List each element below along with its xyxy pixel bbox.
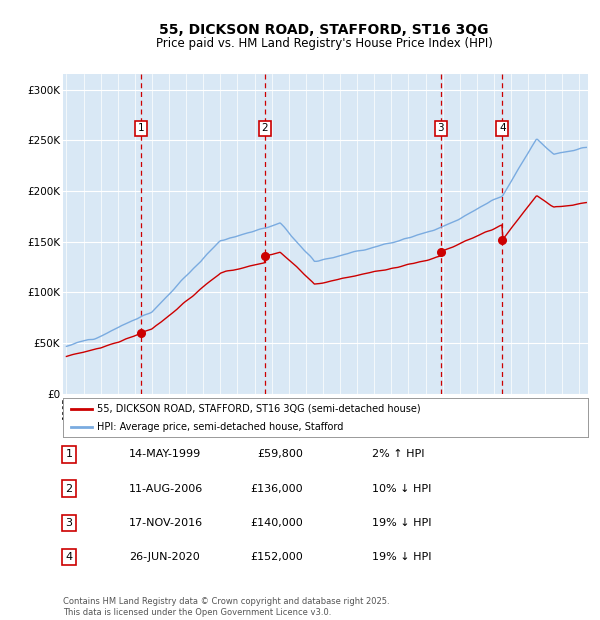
Text: 2: 2 xyxy=(65,484,73,494)
Text: 3: 3 xyxy=(65,518,73,528)
Text: 4: 4 xyxy=(65,552,73,562)
Text: 2% ↑ HPI: 2% ↑ HPI xyxy=(372,450,425,459)
Text: 14-MAY-1999: 14-MAY-1999 xyxy=(129,450,201,459)
Text: 55, DICKSON ROAD, STAFFORD, ST16 3QG: 55, DICKSON ROAD, STAFFORD, ST16 3QG xyxy=(159,23,489,37)
Text: Price paid vs. HM Land Registry's House Price Index (HPI): Price paid vs. HM Land Registry's House … xyxy=(155,37,493,50)
Text: 10% ↓ HPI: 10% ↓ HPI xyxy=(372,484,431,494)
Text: 1: 1 xyxy=(65,450,73,459)
Text: 19% ↓ HPI: 19% ↓ HPI xyxy=(372,518,431,528)
Text: £152,000: £152,000 xyxy=(250,552,303,562)
Text: 11-AUG-2006: 11-AUG-2006 xyxy=(129,484,203,494)
Text: Contains HM Land Registry data © Crown copyright and database right 2025.
This d: Contains HM Land Registry data © Crown c… xyxy=(63,598,389,617)
Text: 19% ↓ HPI: 19% ↓ HPI xyxy=(372,552,431,562)
Text: 3: 3 xyxy=(437,123,444,133)
Text: 17-NOV-2016: 17-NOV-2016 xyxy=(129,518,203,528)
Text: 55, DICKSON ROAD, STAFFORD, ST16 3QG (semi-detached house): 55, DICKSON ROAD, STAFFORD, ST16 3QG (se… xyxy=(97,404,421,414)
Text: 4: 4 xyxy=(499,123,506,133)
Text: £136,000: £136,000 xyxy=(250,484,303,494)
Text: £140,000: £140,000 xyxy=(250,518,303,528)
Text: 1: 1 xyxy=(138,123,145,133)
Text: £59,800: £59,800 xyxy=(257,450,303,459)
Text: 26-JUN-2020: 26-JUN-2020 xyxy=(129,552,200,562)
Text: 2: 2 xyxy=(262,123,268,133)
Text: HPI: Average price, semi-detached house, Stafford: HPI: Average price, semi-detached house,… xyxy=(97,422,343,432)
